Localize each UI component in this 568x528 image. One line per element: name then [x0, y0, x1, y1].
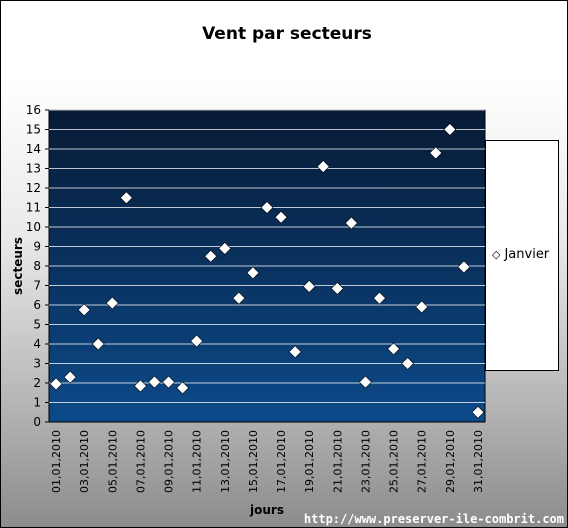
data-point [316, 160, 330, 173]
y-tick-label: 0 [33, 415, 41, 429]
data-point [288, 345, 302, 359]
y-tick-label: 7 [33, 279, 41, 293]
x-tick-label: 21,01,2010 [331, 430, 344, 493]
data-point [457, 260, 471, 274]
data-point [471, 405, 485, 419]
y-tick-label: 11 [26, 201, 41, 215]
x-tick-label: 29,01,2010 [444, 430, 457, 493]
x-tick-labels: 01,01,2010 03,01,2010 05,01,2010 07,01,2010… [50, 430, 485, 493]
data-point [119, 191, 133, 205]
data-point [330, 282, 344, 295]
y-tick-label: 3 [33, 357, 41, 371]
x-tick-label: 23,01,2010 [359, 430, 372, 493]
y-tick-label: 15 [26, 123, 41, 137]
x-tick-label: 25,01,2010 [388, 430, 401, 493]
data-point [429, 146, 443, 160]
data-point [49, 377, 63, 391]
data-point [232, 291, 246, 305]
x-tick-label: 03,01,2010 [78, 430, 91, 493]
data-point [260, 201, 274, 214]
y-tick-label: 10 [26, 220, 41, 234]
gridlines [49, 109, 485, 403]
data-point [91, 337, 105, 351]
data-point [246, 266, 260, 280]
data-point [133, 379, 147, 393]
data-point [190, 334, 204, 348]
data-point [387, 342, 401, 356]
data-point [77, 303, 91, 317]
data-point [105, 296, 119, 310]
data-point [302, 280, 316, 293]
y-tick-label: 2 [33, 376, 41, 390]
y-tick-label: 12 [26, 181, 41, 195]
footer-url: http://www.preserver-ile-combrit.com [303, 512, 564, 526]
legend: ◇ Janvier [485, 140, 559, 371]
x-tick-label: 01,01,2010 [50, 430, 63, 493]
x-tick-label: 13,01,2010 [219, 430, 232, 493]
data-point [63, 370, 77, 384]
data-point [373, 291, 386, 305]
data-point [204, 249, 218, 263]
x-tick-label: 09,01,2010 [163, 430, 176, 493]
data-markers [49, 123, 485, 419]
data-point [443, 123, 457, 136]
chart-title: Vent par secteurs [202, 24, 372, 44]
data-point [218, 242, 232, 255]
x-tick-label: 07,01,2010 [134, 430, 147, 493]
y-tick-label: 16 [26, 103, 41, 117]
y-tick-label: 9 [33, 240, 41, 254]
x-tick-label: 19,01,2010 [303, 430, 316, 493]
x-tick-label: 15,01,2010 [247, 430, 260, 493]
x-tick-label: 05,01,2010 [106, 430, 119, 493]
data-point [274, 210, 288, 224]
data-point [344, 216, 358, 230]
x-tick-label: 27,01,2010 [416, 430, 429, 493]
x-tick-label: 17,01,2010 [275, 430, 288, 493]
y-tick-label: 1 [33, 396, 41, 410]
y-tick-label: 5 [33, 318, 41, 332]
data-point [359, 375, 372, 389]
data-point [415, 300, 429, 314]
legend-entry: ◇ Janvier [492, 247, 549, 262]
data-point [148, 375, 161, 389]
y-tick-label: 14 [26, 142, 41, 156]
y-tick-label: 8 [33, 259, 41, 273]
data-point [162, 375, 175, 389]
diamond-icon: ◇ [492, 248, 501, 261]
y-axis-label: secteurs [11, 237, 25, 295]
data-point [401, 357, 415, 370]
y-tick-label: 4 [33, 337, 41, 351]
data-point [176, 381, 190, 395]
x-axis-label: jours [249, 503, 284, 517]
y-tick-label: 13 [26, 162, 41, 176]
x-tick-label: 11,01,2010 [191, 430, 204, 493]
y-tick-label: 6 [33, 298, 41, 312]
x-tick-label: 31,01,2010 [472, 430, 485, 493]
legend-label: Janvier [504, 247, 550, 262]
